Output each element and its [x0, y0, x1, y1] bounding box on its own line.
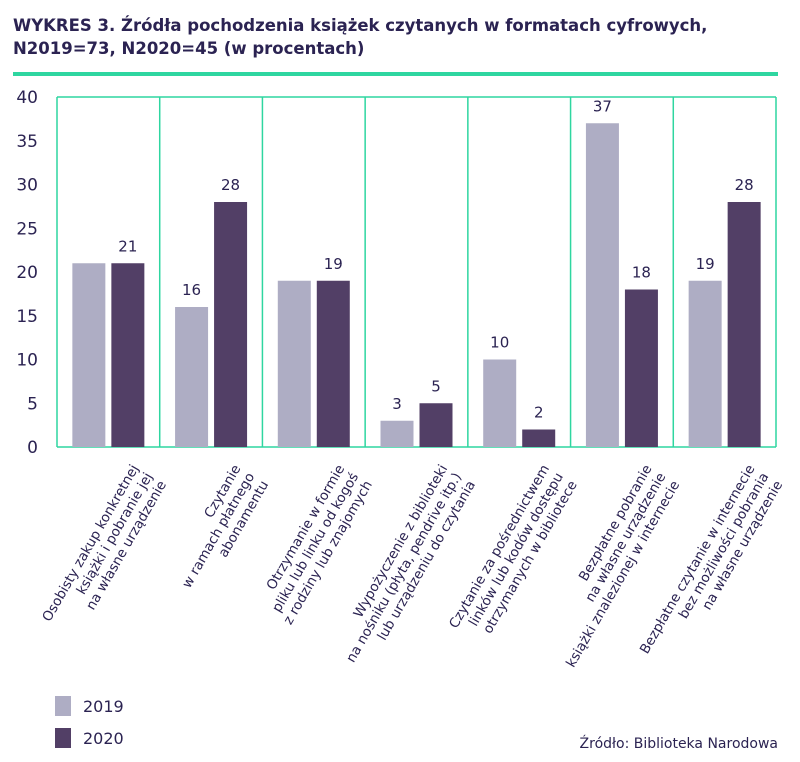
- bar-2019: [688, 280, 722, 447]
- bar-2020: [111, 263, 145, 447]
- bar-2020: [419, 403, 453, 447]
- y-tick-label: 10: [16, 351, 38, 371]
- data-label-2019: 10: [490, 334, 509, 352]
- data-label-2019: 19: [696, 255, 715, 273]
- y-tick-label: 25: [16, 219, 38, 239]
- y-tick-label: 40: [16, 88, 38, 108]
- source-note: Źródło: Biblioteka Narodowa: [579, 736, 778, 752]
- data-label-2020: 2: [534, 404, 544, 422]
- bar-2020: [727, 202, 761, 447]
- data-label-2020: 5: [431, 377, 441, 395]
- data-label-2020: 21: [118, 237, 137, 255]
- data-label-2020: 19: [324, 255, 343, 273]
- legend-item-2020: 2020: [55, 728, 124, 748]
- bar-2019: [585, 123, 619, 447]
- bar-2019: [483, 359, 517, 447]
- data-label-2020: 18: [632, 264, 651, 282]
- y-tick-label: 5: [27, 394, 38, 414]
- data-label-2020: 28: [735, 176, 754, 194]
- bar-2020: [214, 202, 248, 447]
- legend-item-2019: 2019: [55, 696, 124, 716]
- data-label-2019: 3: [392, 395, 402, 413]
- legend-label-2019: 2019: [83, 696, 124, 716]
- legend-label-2020: 2020: [83, 728, 124, 748]
- chart-title: WYKRES 3. Źródła pochodzenia książek czy…: [13, 16, 708, 58]
- y-tick-label: 0: [27, 438, 38, 458]
- data-label-2019: 16: [182, 281, 201, 299]
- y-tick-label: 35: [16, 132, 38, 152]
- y-tick-label: 20: [16, 263, 38, 283]
- legend-swatch-2019: [55, 696, 71, 716]
- y-tick-label: 30: [16, 176, 38, 196]
- bar-2019: [175, 307, 209, 447]
- bar-2020: [624, 289, 658, 447]
- bar-2019: [380, 420, 414, 447]
- y-tick-label: 15: [16, 307, 38, 327]
- bar-2019: [277, 280, 311, 447]
- legend-swatch-2020: [55, 728, 71, 748]
- data-label-2019: 37: [593, 97, 612, 115]
- data-label-2020: 28: [221, 176, 240, 194]
- bar-2020: [316, 280, 350, 447]
- title-rule: [13, 72, 778, 76]
- bar-2019: [72, 263, 106, 447]
- bar-2020: [522, 429, 556, 447]
